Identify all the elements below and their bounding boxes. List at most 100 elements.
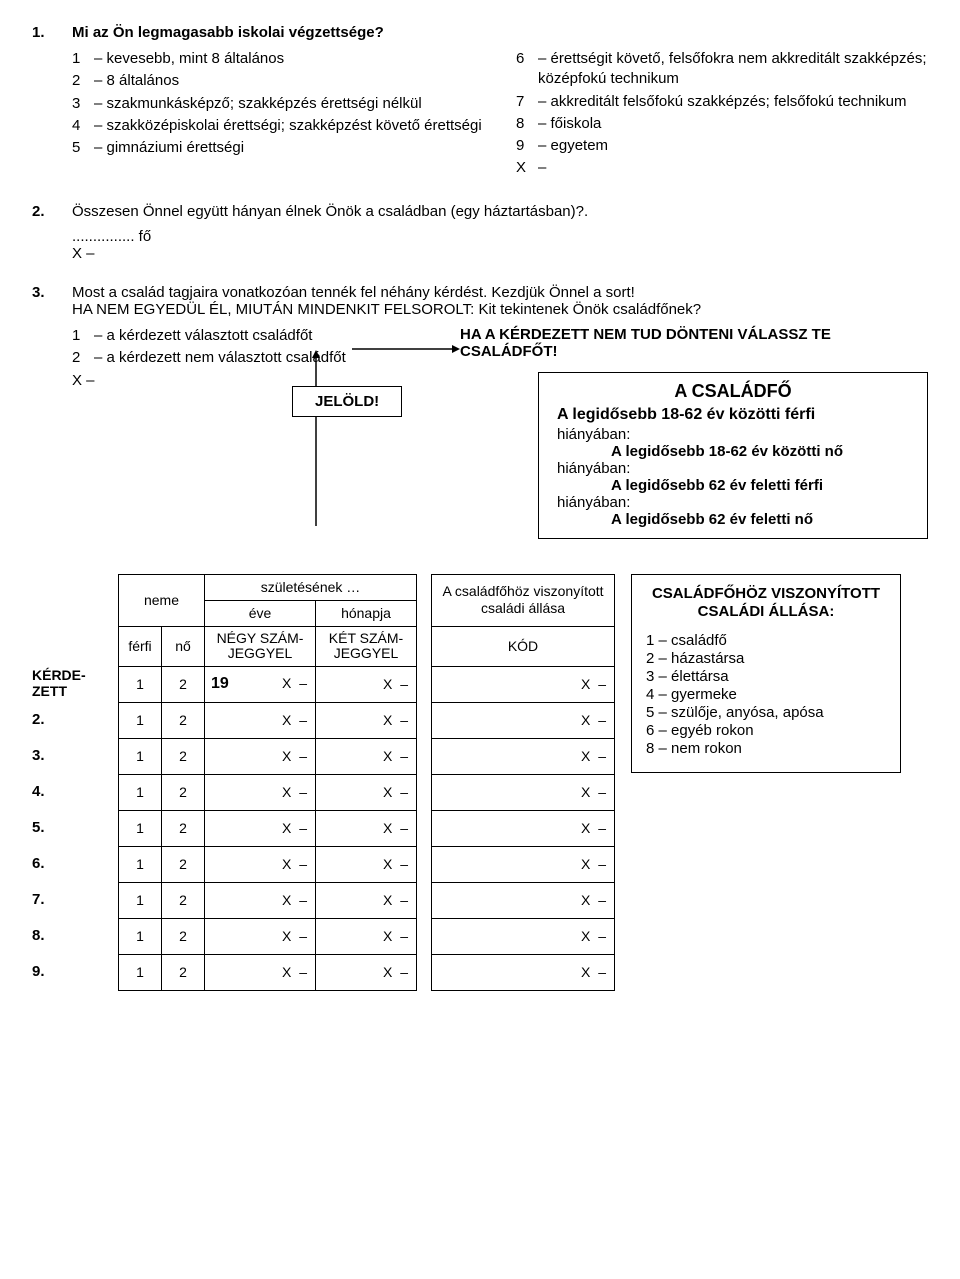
csaladfo-line: hiányában: [557, 426, 915, 443]
table-row: 12X –X –X – [119, 702, 615, 738]
cell-ferfi: 1 [119, 738, 162, 774]
th-visz: A családfőhöz viszonyított családi állás… [432, 574, 615, 626]
cell-no: 2 [162, 738, 205, 774]
cell-ferfi: 1 [119, 810, 162, 846]
cell-ferfi: 1 [119, 918, 162, 954]
q2-text: Összesen Önnel együtt hányan élnek Önök … [72, 203, 928, 220]
row-labels: KÉRDE- ZETT2.3.4.5.6.7.8.9. [32, 574, 102, 990]
csaladfo-sub: A legidősebb 18-62 év közötti férfi [557, 406, 915, 424]
relation-item: 2 – házastársa [646, 650, 886, 667]
row-label: 7. [32, 882, 102, 918]
cell-ev: X – [205, 774, 316, 810]
csaladfo-title: A CSALÁDFŐ [551, 381, 915, 402]
relation-item: 6 – egyéb rokon [646, 722, 886, 739]
cell-ferfi: 1 [119, 702, 162, 738]
table-row: 12X –X –X – [119, 774, 615, 810]
cell-ferfi: 1 [119, 954, 162, 990]
cell-hon: X – [316, 954, 417, 990]
q3-heading: 3. Most a család tagjaira vonatkozóan te… [32, 284, 928, 318]
option: 3– szakmunkásképző; szakképzés érettségi… [72, 94, 484, 114]
cell-no: 2 [162, 918, 205, 954]
csaladfo-box: A CSALÁDFŐ A legidősebb 18-62 év közötti… [538, 372, 928, 539]
q2-heading: 2. Összesen Önnel együtt hányan élnek Ön… [32, 203, 928, 220]
cell-hon: X – [316, 882, 417, 918]
cell-ev: X – [205, 702, 316, 738]
th-ferfi: férfi [119, 626, 162, 666]
table-row: 12X –X –X – [119, 846, 615, 882]
option: 9– egyetem [516, 136, 928, 156]
cell-ev: X – [205, 810, 316, 846]
cell-ev: X – [205, 882, 316, 918]
cell-no: 2 [162, 774, 205, 810]
csaladfo-line: A legidősebb 62 év feletti férfi [611, 477, 915, 494]
th-neme: neme [119, 574, 205, 626]
row-label: 5. [32, 810, 102, 846]
cell-ev: 19X – [205, 666, 316, 702]
relation-item: 4 – gyermeke [646, 686, 886, 703]
cell-kod: X – [432, 666, 615, 702]
row-label: 3. [32, 738, 102, 774]
row-label: 9. [32, 954, 102, 990]
row-label: KÉRDE- ZETT [32, 666, 102, 702]
th-eve: éve [205, 600, 316, 626]
q3-right-hint: HA A KÉRDEZETT NEM TUD DÖNTENI VÁLASSZ T… [460, 326, 928, 360]
cell-ev: X – [205, 846, 316, 882]
th-kod: KÓD [432, 626, 615, 666]
option: 1– a kérdezett választott családfőt [72, 326, 452, 346]
cell-no: 2 [162, 846, 205, 882]
table-row: 12X –X –X – [119, 882, 615, 918]
cell-kod: X – [432, 846, 615, 882]
cell-ev: X – [205, 738, 316, 774]
row-label: 6. [32, 846, 102, 882]
option: 6– érettségit követő, felsőfokra nem akk… [516, 49, 928, 90]
cell-kod: X – [432, 738, 615, 774]
option: X– [516, 158, 928, 178]
q1-num: 1. [32, 24, 72, 41]
relation-item: 5 – szülője, anyósa, apósa [646, 704, 886, 721]
q1-text: Mi az Ön legmagasabb iskolai végzettsége… [72, 24, 928, 41]
cell-hon: X – [316, 666, 417, 702]
q1-options: 1– kevesebb, mint 8 általános2– 8 általá… [72, 49, 928, 181]
th-no: nő [162, 626, 205, 666]
option: 8– főiskola [516, 114, 928, 134]
table-row: 12X –X –X – [119, 810, 615, 846]
table-row: 12X –X –X – [119, 954, 615, 990]
relation-legend: CSALÁDFŐHÖZ VISZONYÍTOTT CSALÁDI ÁLLÁSA:… [631, 574, 901, 774]
cell-kod: X – [432, 810, 615, 846]
jelold-box: JELÖLD! [292, 386, 402, 417]
q3-line2: HA NEM EGYEDÜL ÉL, MIUTÁN MINDENKIT FELS… [72, 301, 928, 318]
q2-x: X – [72, 245, 928, 262]
csaladfo-line: A legidősebb 62 év feletti nő [611, 511, 915, 528]
cell-no: 2 [162, 882, 205, 918]
family-table-wrap: KÉRDE- ZETT2.3.4.5.6.7.8.9. neme születé… [32, 574, 928, 991]
cell-kod: X – [432, 702, 615, 738]
option: 5– gimnáziumi érettségi [72, 138, 484, 158]
q2-num: 2. [32, 203, 72, 220]
table-row: 1219X –X –X – [119, 666, 615, 702]
csaladfo-line: hiányában: [557, 494, 915, 511]
cell-hon: X – [316, 846, 417, 882]
row-label: 8. [32, 918, 102, 954]
option: 2– a kérdezett nem választott családfőt [72, 348, 452, 368]
cell-no: 2 [162, 666, 205, 702]
cell-ferfi: 1 [119, 882, 162, 918]
th-negy: NÉGY SZÁM- JEGGYEL [205, 626, 316, 666]
table-row: 12X –X –X – [119, 738, 615, 774]
row-label: 2. [32, 702, 102, 738]
q3-text: Most a család tagjaira vonatkozóan tenné… [72, 284, 928, 301]
csaladfo-line: hiányában: [557, 460, 915, 477]
th-ket: KÉT SZÁM- JEGGYEL [316, 626, 417, 666]
q2-dots: ............... fő [72, 228, 928, 245]
cell-ev: X – [205, 918, 316, 954]
q1-heading: 1. Mi az Ön legmagasabb iskolai végzetts… [32, 24, 928, 41]
relation-item: 1 – családfő [646, 632, 886, 649]
cell-kod: X – [432, 954, 615, 990]
cell-hon: X – [316, 774, 417, 810]
cell-hon: X – [316, 702, 417, 738]
cell-ev: X – [205, 954, 316, 990]
cell-hon: X – [316, 810, 417, 846]
q3-options: 1– a kérdezett választott családfőt2– a … [72, 326, 452, 390]
relation-legend-title: CSALÁDFŐHÖZ VISZONYÍTOTT CSALÁDI ÁLLÁSA: [646, 585, 886, 623]
relation-item: 8 – nem rokon [646, 740, 886, 757]
row-label: 4. [32, 774, 102, 810]
